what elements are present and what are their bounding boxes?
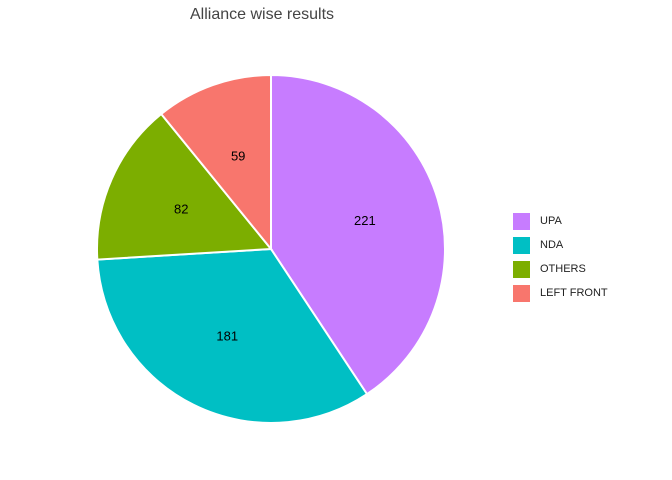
pie-slice-labels: 221 181 82 59 xyxy=(174,149,376,344)
legend-item-others: OTHERS xyxy=(513,257,608,281)
legend-swatch-others xyxy=(513,260,530,278)
legend-swatch-left-front xyxy=(513,284,530,302)
chart-title: Alliance wise results xyxy=(190,6,335,23)
legend-item-upa: UPA xyxy=(513,209,608,233)
legend-label-upa: UPA xyxy=(540,215,562,227)
pie-slice-nda xyxy=(96,247,369,424)
legend-label-left-front: LEFT FRONT xyxy=(540,287,608,299)
slice-value-label-nda: 181 xyxy=(216,329,238,344)
pie-slice-others xyxy=(96,112,274,261)
legend-label-others: OTHERS xyxy=(540,263,586,275)
legend-item-left-front: LEFT FRONT xyxy=(513,281,608,305)
legend: UPA NDA OTHERS LEFT FRONT xyxy=(513,209,608,305)
slice-value-label-left-front: 59 xyxy=(231,149,245,164)
legend-swatch-nda xyxy=(513,236,530,254)
pie-slices xyxy=(96,73,446,424)
pie-slice-left-front xyxy=(159,73,272,252)
legend-label-nda: NDA xyxy=(540,239,564,251)
slice-value-label-upa: 221 xyxy=(354,213,376,228)
slice-value-label-others: 82 xyxy=(174,202,188,217)
legend-item-nda: NDA xyxy=(513,233,608,257)
legend-swatch-upa xyxy=(513,212,530,230)
